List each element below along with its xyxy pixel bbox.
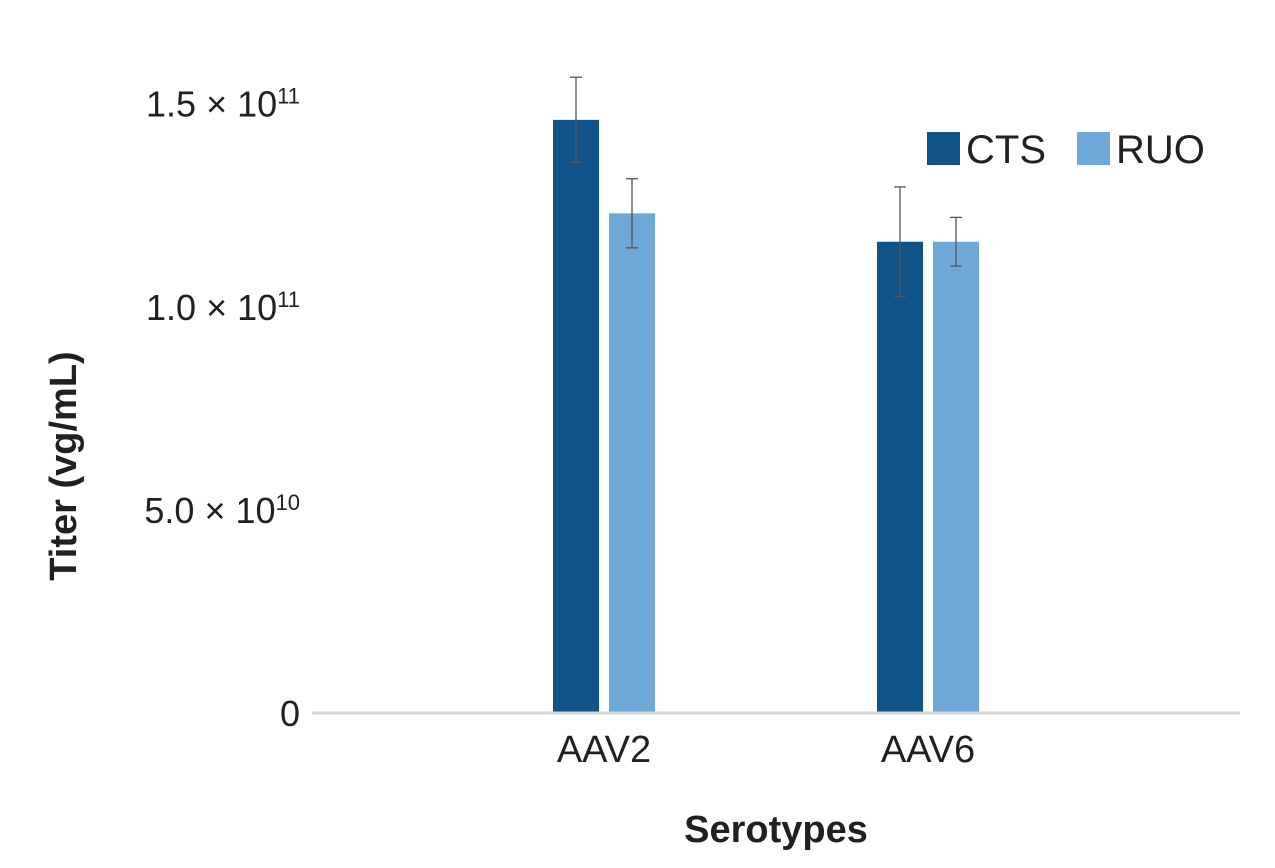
bar-ruo-aav6 xyxy=(933,241,979,713)
y-tick-label: 0 xyxy=(280,693,300,734)
bar-ruo-aav2 xyxy=(609,213,655,713)
x-axis-title: Serotypes xyxy=(684,809,868,851)
bars xyxy=(553,119,979,713)
legend-label-ruo: RUO xyxy=(1116,128,1205,172)
x-category-label: AAV6 xyxy=(881,729,975,771)
y-axis-title: Titer (vg/mL) xyxy=(43,351,85,580)
y-tick-mantissa: 5.0 × 10 xyxy=(144,490,275,531)
legend: CTS RUO xyxy=(927,128,1205,172)
x-axis-categories: AAV2 AAV6 xyxy=(557,729,975,771)
x-category-label: AAV2 xyxy=(557,729,651,771)
error-bars xyxy=(570,76,962,298)
y-tick-mantissa: 1.5 × 10 xyxy=(146,84,277,125)
legend-swatch-cts xyxy=(927,132,960,165)
y-tick-label: 5.0 × 1010 xyxy=(144,490,300,531)
y-tick-mantissa: 1.0 × 10 xyxy=(146,287,277,328)
y-tick-mantissa: 0 xyxy=(280,693,300,734)
legend-swatch-ruo xyxy=(1077,132,1110,165)
y-tick-exponent: 10 xyxy=(276,490,300,515)
bar-cts-aav6 xyxy=(877,241,923,713)
y-tick-label: 1.0 × 1011 xyxy=(146,287,300,328)
legend-label-cts: CTS xyxy=(966,128,1046,172)
bar-cts-aav2 xyxy=(553,119,599,713)
y-tick-exponent: 11 xyxy=(277,84,300,109)
y-tick-exponent: 11 xyxy=(277,287,300,312)
y-tick-label: 1.5 × 1011 xyxy=(146,84,300,125)
